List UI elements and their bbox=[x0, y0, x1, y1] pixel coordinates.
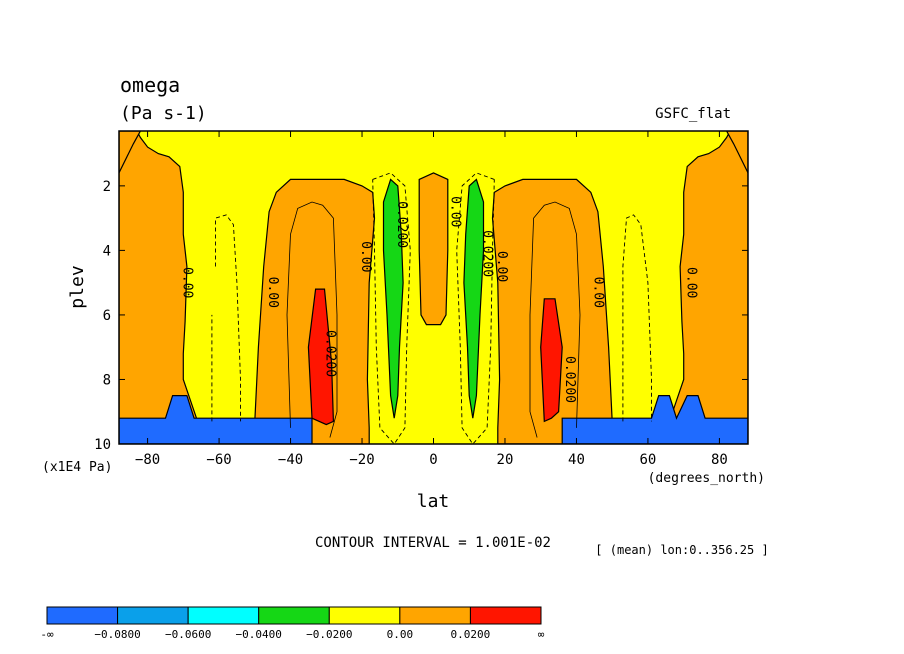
y-axis-units: (x1E4 Pa) bbox=[42, 460, 112, 475]
region-orange-top-left bbox=[119, 131, 142, 174]
y-tick-label: 2 bbox=[103, 179, 111, 195]
contour-label: 0.0200 bbox=[322, 330, 337, 377]
x-axis-units: (degrees_north) bbox=[648, 471, 765, 486]
filled-regions bbox=[119, 131, 748, 444]
contour-line-dashed bbox=[215, 214, 241, 422]
colorbar-swatch bbox=[258, 606, 330, 625]
region-blue-right bbox=[561, 395, 748, 444]
contour-label: 0.00 bbox=[179, 267, 194, 298]
region-orange-center bbox=[418, 172, 449, 326]
chart-title: omega bbox=[120, 73, 180, 97]
region-red-left bbox=[307, 288, 335, 426]
colorbar-label: −0.0600 bbox=[165, 628, 211, 641]
x-tick-label: 0 bbox=[429, 452, 437, 468]
x-tick-label: 80 bbox=[711, 452, 728, 468]
colorbar-label: 0.0200 bbox=[451, 628, 491, 641]
contour-label: 0.0200 bbox=[394, 201, 409, 248]
x-tick-label: −20 bbox=[349, 452, 374, 468]
x-tick-label: 60 bbox=[640, 452, 657, 468]
contour-line-thin bbox=[529, 201, 581, 438]
x-tick-label: 40 bbox=[568, 452, 585, 468]
x-axis: −80 −60 −40 −20 0 20 40 60 80 bbox=[135, 131, 728, 468]
colorbar-label: -∞ bbox=[40, 628, 54, 641]
contour-label: 0.00 bbox=[265, 277, 280, 308]
contour-label: 0.00 bbox=[358, 241, 373, 272]
colorbar-label: ∞ bbox=[538, 628, 545, 641]
contour-line-thin bbox=[286, 201, 338, 438]
dataset-label: GSFC_flat bbox=[655, 106, 731, 122]
contour-line-dashed bbox=[372, 172, 411, 444]
contour-label: 0.00 bbox=[494, 251, 509, 282]
region-green-right bbox=[463, 178, 485, 419]
mean-text: [ (mean) lon:0..356.25 ] bbox=[595, 543, 768, 557]
y-tick-label: 8 bbox=[103, 372, 111, 388]
region-blue-left bbox=[119, 395, 313, 444]
y-tick-label: 10 bbox=[94, 437, 111, 453]
y-tick-label: 4 bbox=[103, 243, 111, 259]
chart-units: (Pa s-1) bbox=[120, 103, 207, 124]
contour-label: 0.00 bbox=[447, 196, 462, 227]
contour-line-dashed bbox=[622, 214, 652, 422]
contour-label: 0.0200 bbox=[562, 356, 577, 403]
region-green-left bbox=[382, 178, 404, 419]
colorbar-label: 0.00 bbox=[387, 628, 414, 641]
y-axis: 2 4 6 8 10 bbox=[94, 179, 748, 453]
x-tick-label: −80 bbox=[135, 452, 160, 468]
colorbar-swatch bbox=[399, 606, 471, 625]
colorbar-swatch bbox=[469, 606, 542, 625]
colorbar: -∞ −0.0800 −0.0600 −0.0400 −0.0200 0.00 0.0200… bbox=[40, 606, 545, 641]
contour-label: 0.00 bbox=[683, 267, 698, 298]
x-axis-label: lat bbox=[417, 491, 450, 512]
region-red-right bbox=[540, 298, 563, 423]
contour-lines bbox=[211, 172, 652, 444]
x-tick-label: 20 bbox=[497, 452, 514, 468]
plot-area bbox=[119, 131, 748, 444]
colorbar-label: −0.0800 bbox=[94, 628, 140, 641]
contour-interval-text: CONTOUR INTERVAL = 1.001E-02 bbox=[315, 535, 551, 551]
region-orange-top-right bbox=[725, 131, 748, 174]
y-tick-label: 6 bbox=[103, 308, 111, 324]
contour-label: 0.00 bbox=[590, 277, 605, 308]
x-tick-label: −40 bbox=[278, 452, 303, 468]
colorbar-swatch bbox=[187, 606, 260, 625]
colorbar-label: −0.0200 bbox=[306, 628, 352, 641]
y-axis-label: plev bbox=[67, 265, 88, 308]
colorbar-swatch bbox=[117, 606, 189, 625]
colorbar-label: −0.0400 bbox=[236, 628, 282, 641]
x-tick-label: −60 bbox=[206, 452, 231, 468]
colorbar-swatch bbox=[46, 606, 119, 625]
contour-label: 0.0200 bbox=[480, 230, 495, 277]
contour-line-dashed bbox=[456, 172, 495, 444]
colorbar-swatch bbox=[328, 606, 401, 625]
